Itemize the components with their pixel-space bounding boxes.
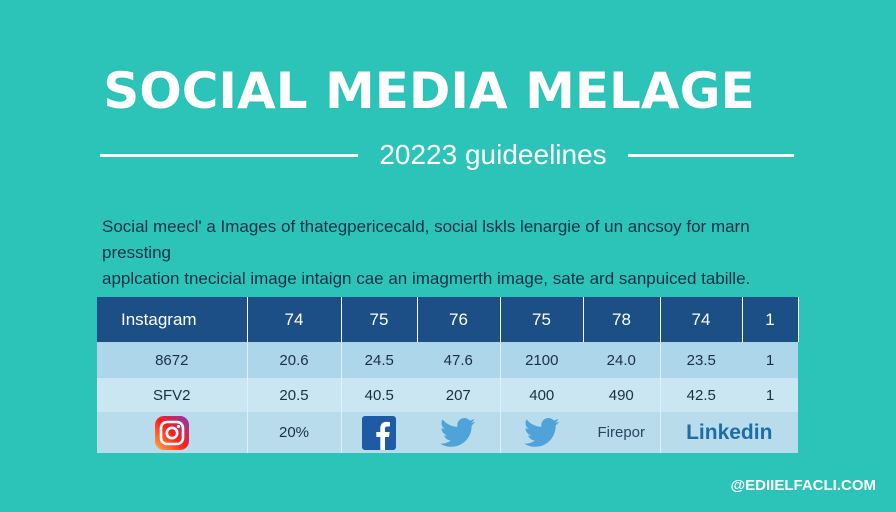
header-cell: 74	[660, 297, 743, 342]
table-cell: 20.6	[247, 342, 342, 378]
table-cell: 1	[742, 342, 798, 378]
table-cell: 1	[742, 378, 798, 412]
subtitle-row: 20223 guideelines	[100, 138, 794, 172]
table-cell: 47.6	[417, 342, 501, 378]
instagram-icon[interactable]	[154, 415, 190, 451]
header-cell: Instagram	[97, 297, 248, 342]
table-icon-row: 20% Firepor	[97, 412, 798, 453]
header-cell: 78	[583, 297, 661, 342]
twitter-icon[interactable]	[440, 417, 476, 448]
table-cell: 23.5	[660, 342, 742, 378]
divider-left	[100, 153, 358, 157]
page-subtitle: 20223 guideelines	[379, 139, 607, 170]
table-cell: Linkedin	[660, 412, 798, 453]
table-cell: 400	[500, 378, 583, 412]
table-cell	[341, 412, 417, 453]
table-cell: 40.5	[341, 378, 417, 412]
table-cell: 42.5	[660, 378, 742, 412]
description-line-2: applcation tnecicial image intaign cae a…	[102, 269, 751, 288]
footer-handle: @EDIIELFACLI.COM	[730, 477, 876, 494]
table-cell	[417, 412, 501, 453]
twitter-icon[interactable]	[523, 417, 560, 448]
table-row: 8672 20.6 24.5 47.6 2100 24.0 23.5 1	[97, 342, 798, 378]
table-header-row: Instagram 74 75 76 75 78 74 1	[97, 297, 799, 342]
divider-right	[628, 153, 794, 157]
header-cell: 75	[341, 297, 418, 342]
table-cell: 20%	[247, 412, 342, 453]
table-cell	[500, 412, 583, 453]
table-cell: 24.0	[583, 342, 661, 378]
table-row: SFV2 20.5 40.5 207 400 490 42.5 1	[97, 378, 798, 412]
description-paragraph: Social meecl' a Images of thategpericeca…	[102, 214, 802, 292]
table-cell	[97, 412, 248, 453]
table-cell: 207	[417, 378, 501, 412]
facebook-icon[interactable]	[362, 415, 397, 450]
firepor-label: Firepor	[597, 424, 645, 441]
linkedin-logo[interactable]: Linkedin	[686, 420, 773, 444]
description-line-1: Social meecl' a Images of thategpericeca…	[102, 217, 750, 262]
table-cell: SFV2	[97, 378, 248, 412]
table-cell: 2100	[500, 342, 583, 378]
header-cell: 75	[500, 297, 584, 342]
table-cell: 24.5	[341, 342, 417, 378]
header-cell: 76	[417, 297, 501, 342]
table-cell: 8672	[97, 342, 248, 378]
table-cell: Firepor	[583, 412, 661, 453]
table-cell: 490	[583, 378, 661, 412]
header-cell: 1	[742, 297, 799, 342]
page-title: SOCIAL MEDIA MELAGE	[103, 62, 755, 120]
data-table: Instagram 74 75 76 75 78 74 1 8672 20.6 …	[97, 297, 799, 453]
header-cell: 74	[247, 297, 342, 342]
table-cell: 20.5	[247, 378, 342, 412]
